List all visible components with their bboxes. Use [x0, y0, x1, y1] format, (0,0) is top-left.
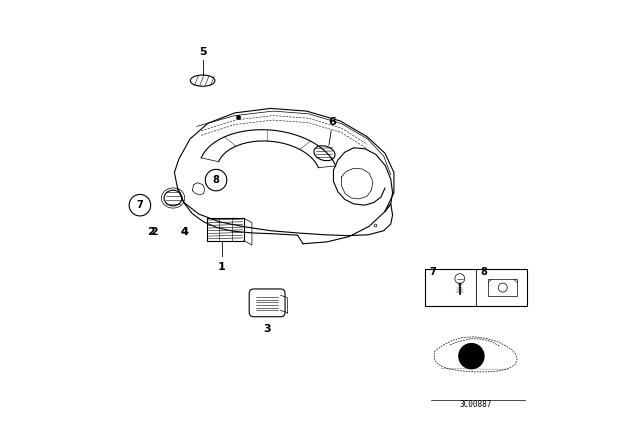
Text: 2: 2	[147, 227, 154, 237]
Text: 7: 7	[136, 200, 143, 210]
Text: 3: 3	[263, 324, 271, 334]
Bar	[425, 269, 527, 306]
Text: 7: 7	[429, 267, 436, 277]
Circle shape	[459, 344, 484, 369]
Text: 5: 5	[199, 47, 207, 56]
Text: 3C00887: 3C00887	[460, 400, 492, 409]
Text: 4: 4	[180, 227, 188, 237]
Text: 6: 6	[328, 117, 337, 127]
Text: 8: 8	[481, 267, 487, 277]
Text: 8: 8	[212, 175, 220, 185]
Bar	[207, 218, 244, 241]
Bar	[488, 279, 517, 296]
Text: 4: 4	[180, 227, 188, 237]
Text: 2: 2	[150, 227, 158, 237]
Text: 1: 1	[218, 262, 226, 272]
